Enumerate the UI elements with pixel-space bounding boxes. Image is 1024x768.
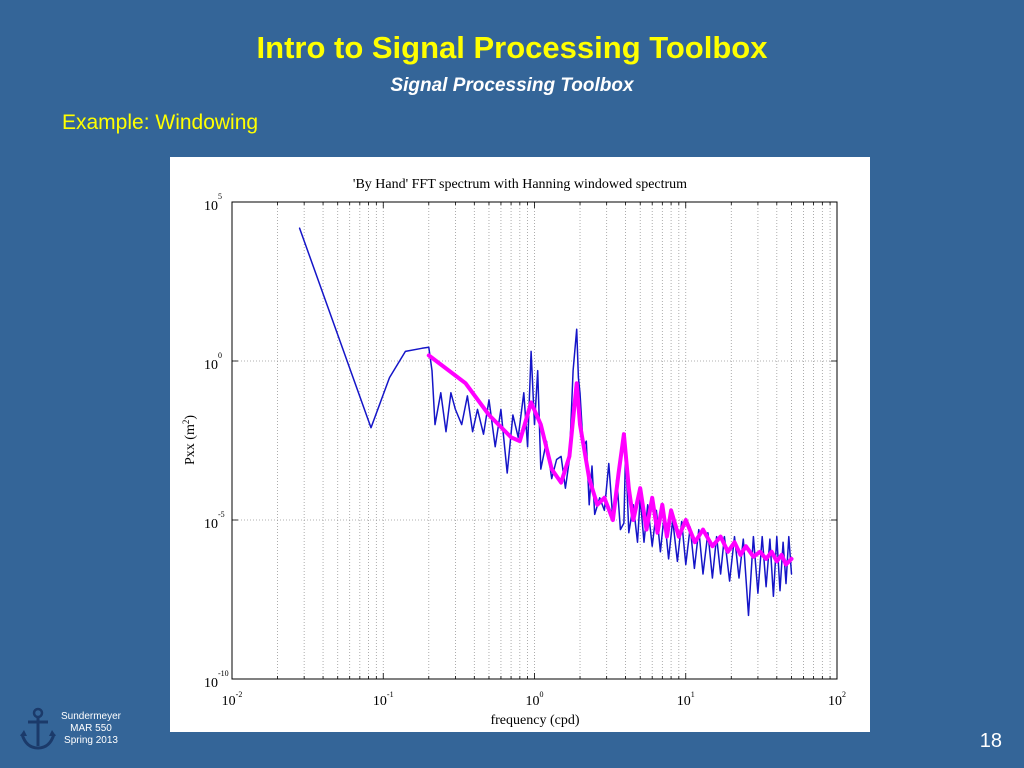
series-line-fft (298, 227, 793, 617)
anchor-icon (20, 707, 56, 750)
chart-title: 'By Hand' FFT spectrum with Hanning wind… (353, 177, 687, 192)
y-tick-label-exp: 5 (218, 192, 222, 201)
y-tick-label-base: 10 (204, 358, 218, 373)
x-tick-label: 10-1 (373, 690, 394, 709)
series-group (298, 227, 794, 617)
y-tick-label-exp: -5 (218, 510, 225, 519)
x-axis-label: frequency (cpd) (490, 713, 579, 728)
page-number: 18 (979, 730, 1002, 752)
x-tick-label-base: 10 (828, 694, 842, 709)
y-tick-label-base: 10 (204, 676, 218, 691)
section-heading: Example: Windowing (62, 111, 259, 134)
x-tick-label-base: 10 (222, 694, 236, 709)
x-tick-label-exp: -1 (387, 690, 394, 699)
slide-title: Intro to Signal Processing Toolbox (256, 30, 768, 65)
footer-course: MAR 550 (70, 723, 112, 734)
x-tick-label-exp: 2 (842, 690, 846, 699)
y-tick-label: 105 (204, 192, 222, 214)
grid-lines (232, 202, 837, 679)
series-line-hanning (426, 353, 794, 567)
x-tick-label-exp: -2 (236, 690, 243, 699)
x-tick-label-exp: 1 (691, 690, 695, 699)
spectrum-chart: 'By Hand' FFT spectrum with Hanning wind… (181, 177, 846, 728)
y-tick-label-base: 10 (204, 517, 218, 532)
x-tick-label: 100 (526, 690, 544, 709)
y-tick-label: 100 (204, 351, 222, 373)
x-tick-label: 101 (677, 690, 695, 709)
y-tick-label-exp: 0 (218, 351, 222, 360)
y-tick-label: 10-5 (204, 510, 225, 532)
y-tick-label-base: 10 (204, 199, 218, 214)
chart-panel: 'By Hand' FFT spectrum with Hanning wind… (170, 157, 870, 732)
y-tick-label-exp: -10 (218, 669, 229, 678)
y-axis-label-sup: 2 (181, 420, 191, 425)
x-tick-label-base: 10 (677, 694, 691, 709)
footer-credit: Sundermeyer MAR 550 Spring 2013 (52, 711, 130, 747)
x-tick-label: 102 (828, 690, 846, 709)
y-tick-label: 10-10 (204, 669, 229, 691)
footer-author: Sundermeyer (60, 711, 122, 722)
x-tick-label-exp: 0 (540, 690, 544, 699)
y-axis-label: Pxx (m2) (181, 415, 198, 465)
footer-term: Spring 2013 (64, 735, 118, 746)
x-tick-label: 10-2 (222, 690, 243, 709)
y-axis-label-base: Pxx (m (183, 424, 198, 465)
x-tick-label-base: 10 (373, 694, 387, 709)
axis-ticks (231, 201, 837, 680)
slide-subtitle: Signal Processing Toolbox (390, 75, 634, 96)
x-tick-label-base: 10 (526, 694, 540, 709)
y-axis-label-close: ) (183, 415, 198, 420)
